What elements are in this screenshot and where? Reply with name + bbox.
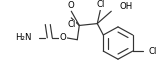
Text: O: O — [68, 1, 75, 10]
Text: OH: OH — [119, 2, 132, 11]
Text: O: O — [60, 33, 67, 42]
Text: Cl: Cl — [149, 47, 157, 56]
Text: H₂N: H₂N — [15, 33, 31, 42]
Text: Cl: Cl — [96, 0, 104, 9]
Text: Cl: Cl — [67, 20, 76, 29]
